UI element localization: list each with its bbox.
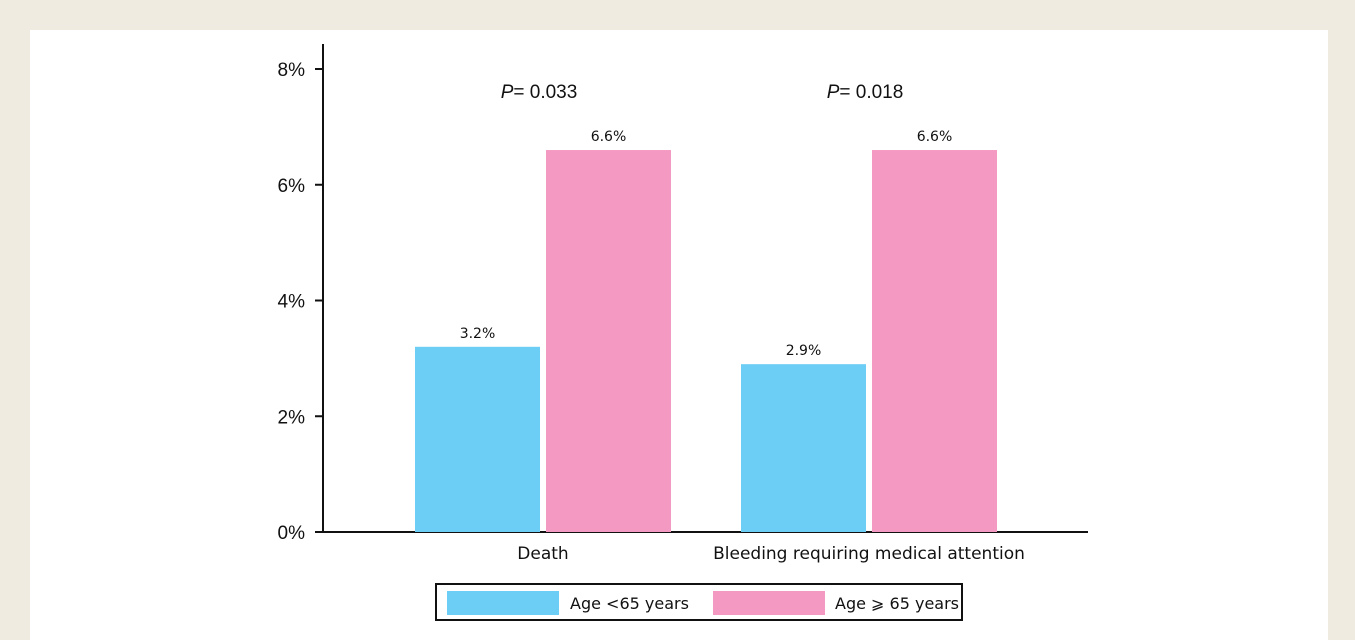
p-value-label: P= 0.033: [501, 82, 578, 103]
y-tick-label: 6%: [278, 176, 306, 197]
y-tick-label: 8%: [278, 60, 306, 81]
legend-label-65-plus: Age ⩾ 65 years: [835, 594, 959, 613]
legend-swatch-under-65: [447, 591, 559, 615]
bar: [741, 364, 866, 532]
data-label: 6.6%: [591, 129, 627, 145]
y-tick-label: 4%: [278, 292, 306, 313]
data-label: 3.2%: [460, 326, 496, 342]
chart-panel: 0% 2% 4% 6% 8% 3.2% 6.6% Death P= 0.033 2.9% 6.6%…: [30, 30, 1328, 640]
data-label: 6.6%: [917, 129, 953, 145]
y-tick-label: 2%: [278, 407, 306, 428]
bar: [415, 346, 540, 532]
data-label: 2.9%: [786, 343, 822, 359]
bar: [546, 150, 671, 532]
y-tick-label: 0%: [278, 523, 306, 544]
bar: [872, 150, 997, 532]
legend: Age <65 years Age ⩾ 65 years: [435, 583, 963, 621]
bar-chart: 0% 2% 4% 6% 8% 3.2% 6.6% Death P= 0.033 2.9% 6.6%…: [278, 44, 1088, 564]
x-category-label: Bleeding requiring medical attention: [713, 544, 1025, 564]
legend-label-under-65: Age <65 years: [570, 594, 689, 613]
p-value-label: P= 0.018: [827, 82, 904, 103]
x-category-label: Death: [517, 544, 568, 564]
legend-swatch-65-plus: [713, 591, 825, 615]
